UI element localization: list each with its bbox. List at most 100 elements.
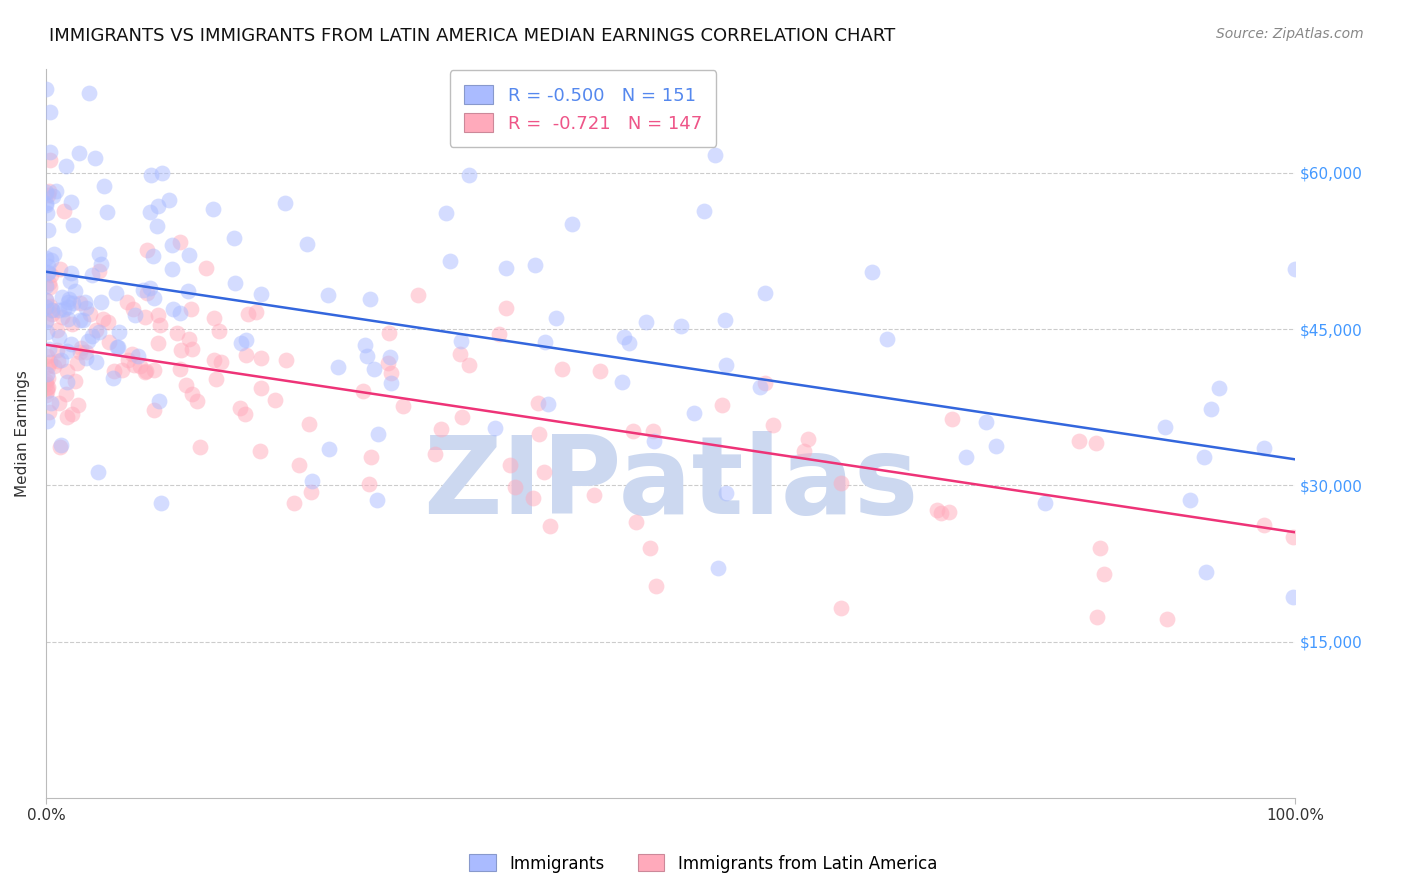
Point bbox=[121, 347, 143, 361]
Point bbox=[1284, 262, 1306, 277]
Point bbox=[434, 205, 457, 219]
Point bbox=[37, 223, 59, 237]
Point bbox=[714, 358, 737, 372]
Point bbox=[645, 579, 668, 593]
Point bbox=[134, 310, 156, 324]
Point bbox=[41, 307, 63, 321]
Point bbox=[624, 515, 647, 529]
Point bbox=[107, 340, 129, 354]
Point bbox=[35, 252, 58, 266]
Point bbox=[439, 254, 461, 268]
Point bbox=[177, 284, 200, 298]
Point bbox=[250, 351, 273, 366]
Point bbox=[974, 415, 997, 429]
Point bbox=[35, 82, 58, 96]
Point bbox=[938, 505, 960, 519]
Point bbox=[209, 354, 232, 368]
Point bbox=[86, 355, 108, 369]
Point bbox=[69, 312, 91, 326]
Point bbox=[143, 362, 166, 376]
Point bbox=[1253, 441, 1275, 455]
Point bbox=[51, 290, 73, 304]
Point bbox=[176, 378, 198, 392]
Point bbox=[66, 398, 89, 412]
Point bbox=[152, 166, 174, 180]
Point bbox=[449, 347, 471, 361]
Point bbox=[233, 407, 256, 421]
Point bbox=[146, 199, 169, 213]
Point bbox=[117, 352, 139, 367]
Point bbox=[90, 257, 112, 271]
Point bbox=[249, 444, 271, 458]
Point bbox=[38, 105, 60, 120]
Point bbox=[276, 352, 298, 367]
Point bbox=[35, 314, 58, 328]
Point bbox=[169, 362, 191, 376]
Point bbox=[35, 198, 58, 212]
Point bbox=[621, 425, 644, 439]
Point bbox=[529, 426, 551, 441]
Point bbox=[35, 293, 58, 307]
Point bbox=[638, 541, 661, 555]
Point bbox=[66, 356, 89, 370]
Point bbox=[316, 288, 339, 302]
Point bbox=[56, 375, 79, 389]
Point bbox=[124, 309, 146, 323]
Point bbox=[73, 294, 96, 309]
Point bbox=[250, 381, 273, 395]
Point bbox=[1199, 401, 1222, 416]
Point bbox=[60, 407, 83, 421]
Point bbox=[204, 352, 226, 367]
Legend: R = -0.500   N = 151, R =  -0.721   N = 147: R = -0.500 N = 151, R = -0.721 N = 147 bbox=[450, 70, 716, 147]
Point bbox=[224, 230, 246, 244]
Point bbox=[97, 315, 120, 329]
Point bbox=[380, 376, 402, 391]
Point bbox=[177, 248, 200, 262]
Point bbox=[46, 354, 69, 368]
Point bbox=[35, 377, 58, 392]
Point bbox=[941, 412, 963, 426]
Point bbox=[561, 217, 583, 231]
Point bbox=[37, 349, 59, 363]
Point bbox=[39, 280, 62, 294]
Point bbox=[37, 265, 59, 279]
Point bbox=[135, 364, 157, 378]
Point bbox=[96, 204, 118, 219]
Point bbox=[37, 359, 59, 374]
Point bbox=[613, 330, 636, 344]
Point bbox=[38, 145, 60, 159]
Point bbox=[551, 362, 574, 376]
Point bbox=[63, 284, 86, 298]
Point bbox=[236, 307, 259, 321]
Point bbox=[860, 265, 883, 279]
Point bbox=[231, 335, 253, 350]
Point bbox=[298, 417, 321, 432]
Point bbox=[235, 348, 257, 362]
Point bbox=[301, 475, 323, 489]
Point bbox=[142, 291, 165, 305]
Point bbox=[707, 561, 730, 575]
Point bbox=[58, 294, 80, 309]
Point bbox=[181, 387, 204, 401]
Point bbox=[38, 276, 60, 290]
Point bbox=[42, 359, 65, 373]
Point bbox=[39, 252, 62, 267]
Point bbox=[37, 187, 59, 202]
Point bbox=[544, 310, 567, 325]
Point bbox=[35, 384, 58, 398]
Point bbox=[1282, 530, 1305, 544]
Point bbox=[582, 488, 605, 502]
Point bbox=[45, 343, 67, 357]
Point bbox=[136, 286, 159, 301]
Point bbox=[89, 325, 111, 339]
Point bbox=[205, 372, 228, 386]
Point bbox=[35, 300, 58, 314]
Point bbox=[250, 287, 273, 301]
Point bbox=[75, 351, 97, 365]
Point bbox=[169, 306, 191, 320]
Point bbox=[169, 235, 191, 249]
Point bbox=[692, 203, 714, 218]
Point bbox=[589, 364, 612, 378]
Point bbox=[77, 86, 100, 100]
Point bbox=[70, 341, 93, 355]
